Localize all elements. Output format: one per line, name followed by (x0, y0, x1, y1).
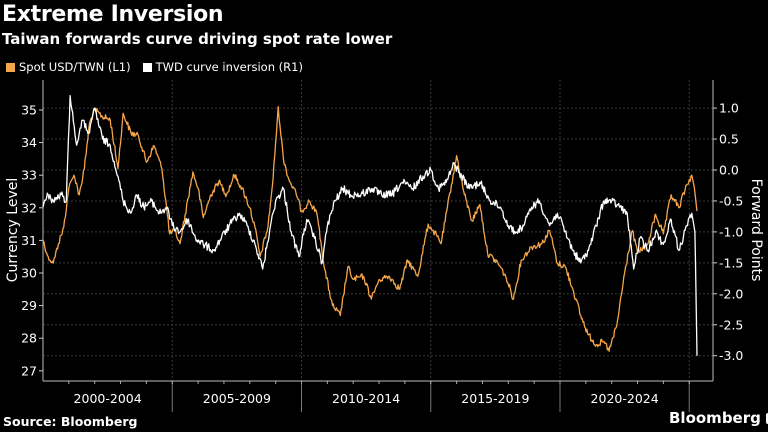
tick-labels: 27 28 29 30 31 32 33 34 35 1.0 0.5 0.0 -0.5 -1.0 -1.5 -… (21, 101, 743, 406)
left-tick-label: 35 (21, 103, 37, 118)
gridlines (43, 107, 713, 357)
brand-logo: Bloomberg (669, 409, 768, 427)
brand-name: Bloomberg (669, 409, 761, 427)
right-tick-label: -2.0 (719, 286, 743, 301)
left-tick-label: 34 (21, 135, 37, 150)
right-axis-label: Forward Points (748, 179, 764, 282)
x-category-label: 2000-2004 (74, 391, 142, 406)
right-tick-label: -1.5 (719, 255, 743, 270)
left-tick-label: 30 (21, 266, 37, 281)
legend: Spot USD/TWN (L1) TWD curve inversion (R… (6, 60, 303, 74)
left-tick-label: 31 (21, 233, 37, 248)
x-category-label: 2010-2014 (332, 391, 400, 406)
left-tick-label: 28 (21, 331, 37, 346)
chart-title: Extreme Inversion (2, 2, 224, 27)
series-line-spot-usd-twd (42, 106, 698, 352)
x-category-dividers (171, 80, 690, 412)
legend-item-inversion: TWD curve inversion (R1) (142, 60, 303, 74)
x-category-label: 2020-2024 (591, 391, 659, 406)
legend-label-inversion: TWD curve inversion (R1) (155, 60, 303, 74)
left-tick-label: 27 (21, 363, 37, 378)
right-tick-label: -3.0 (719, 348, 743, 363)
series-line-twd-curve-inversion (42, 95, 698, 356)
right-tick-label: -2.5 (719, 317, 743, 332)
chart-subtitle: Taiwan forwards curve driving spot rate … (2, 30, 393, 48)
legend-swatch-spot (6, 62, 15, 72)
right-tick-label: 0.5 (719, 132, 739, 147)
legend-swatch-inversion (142, 62, 152, 72)
right-tick-label: -0.5 (719, 193, 743, 208)
series-lines (42, 95, 698, 356)
left-tick-label: 29 (21, 298, 37, 313)
right-tick-label: -1.0 (719, 224, 743, 239)
x-category-label: 2005-2009 (203, 391, 271, 406)
right-tick-label: 1.0 (719, 101, 739, 116)
legend-label-spot: Spot USD/TWN (L1) (19, 60, 131, 74)
axes (39, 80, 717, 384)
x-category-label: 2015-2019 (461, 391, 529, 406)
legend-item-spot: Spot USD/TWN (L1) (6, 60, 131, 74)
source-note: Source: Bloomberg (3, 414, 138, 429)
right-tick-label: 0.0 (719, 163, 739, 178)
left-axis-label: Currency Level (5, 178, 21, 282)
left-tick-label: 32 (21, 200, 37, 215)
left-tick-label: 33 (21, 168, 37, 183)
